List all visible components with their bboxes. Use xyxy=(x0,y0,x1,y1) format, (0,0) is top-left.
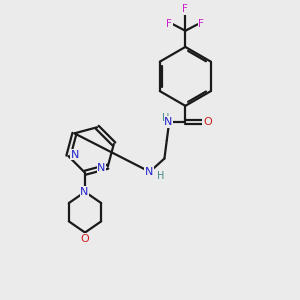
Text: N: N xyxy=(97,163,106,173)
Text: F: F xyxy=(167,19,172,29)
Text: N: N xyxy=(145,167,153,177)
Text: N: N xyxy=(164,117,173,127)
Text: F: F xyxy=(182,4,188,14)
Text: H: H xyxy=(162,113,169,123)
Text: N: N xyxy=(80,187,88,197)
Text: H: H xyxy=(157,171,165,181)
Text: N: N xyxy=(70,150,79,160)
Text: O: O xyxy=(203,117,212,127)
Text: F: F xyxy=(198,19,204,29)
Text: O: O xyxy=(81,234,89,244)
